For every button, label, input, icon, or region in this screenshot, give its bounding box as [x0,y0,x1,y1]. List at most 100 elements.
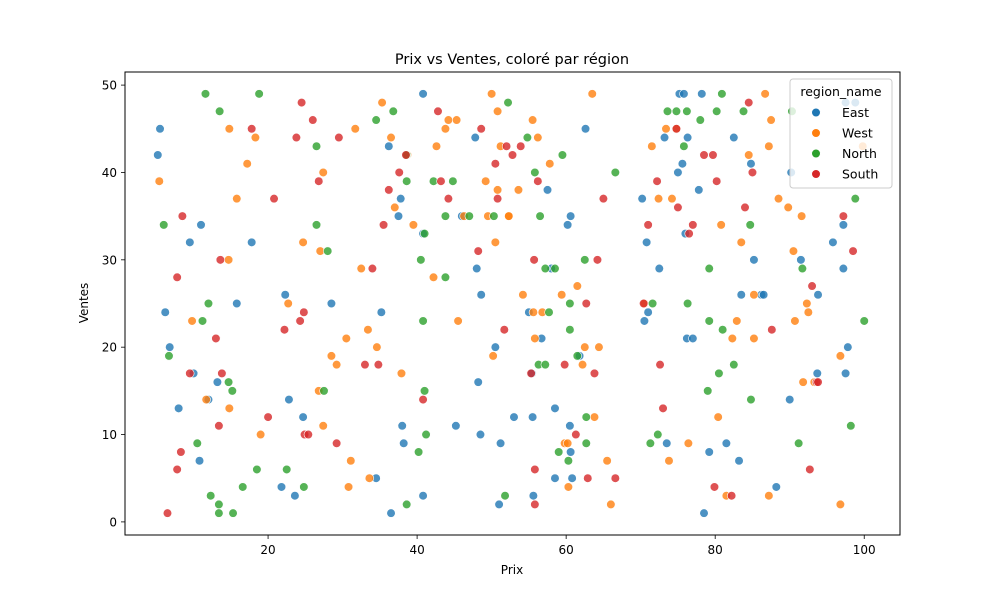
point-east [721,438,731,448]
point-west [187,316,197,326]
point-south [671,124,682,134]
point-east [677,159,688,169]
point-west [563,482,573,492]
point-west [232,194,242,204]
point-east [475,429,486,440]
point-west [716,220,726,230]
point-west [580,342,590,352]
point-west [224,403,234,413]
x-tick-label: 20 [260,543,275,557]
point-north [440,272,451,282]
point-north [544,307,554,317]
point-north [254,89,264,99]
point-north [214,499,224,510]
point-north [797,263,807,274]
point-east [565,421,575,431]
point-east [840,368,851,378]
point-north [215,106,225,116]
legend-marker [811,148,821,159]
point-south [507,150,518,160]
point-west [589,412,600,422]
point-west [667,194,677,204]
point-east [838,220,848,230]
point-north [464,211,474,221]
point-south [747,167,758,178]
point-north [164,351,174,361]
point-east [749,255,759,265]
legend-items: East West North South [811,105,878,182]
point-west [428,272,439,282]
point-west [201,394,211,405]
point-south [162,508,173,518]
point-north [565,325,575,335]
point-south [533,176,543,186]
point-north [323,246,333,256]
point-north [662,106,673,116]
point-north [159,220,169,230]
point-west [727,333,737,344]
point-north [846,421,856,431]
point-east [476,290,486,300]
point-east [160,307,170,317]
point-east [490,342,500,352]
point-south [712,176,722,186]
point-north [197,316,208,326]
point-north [421,429,431,440]
series-south [162,97,858,518]
point-south [673,202,683,213]
point-east [637,194,647,204]
point-east [185,237,195,247]
point-west [528,307,538,317]
point-east [470,132,480,143]
legend-label: East [842,105,869,120]
y-tick-label: 20 [102,341,117,355]
point-south [217,368,227,378]
point-east [376,307,386,317]
point-east [290,491,300,501]
point-north [718,325,728,335]
legend-label: South [842,167,878,182]
point-east [759,290,769,300]
point-east [828,237,838,247]
point-west [350,124,360,134]
point-west [764,141,774,151]
plot-frame [124,71,901,536]
point-east [542,185,553,195]
point-north [581,438,591,448]
point-north [647,298,658,309]
point-north [610,167,620,178]
point-south [291,132,301,143]
point-east [165,342,175,352]
point-west [790,316,800,326]
series-north [159,89,869,518]
point-east [813,290,823,300]
point-north [311,220,322,230]
point-west [835,351,845,361]
point-west [493,185,503,195]
point-north [371,115,381,125]
point-north [402,499,412,510]
point-south [384,185,394,195]
point-south [699,150,709,160]
point-south [684,229,694,239]
point-south [709,482,720,492]
legend-label: West [842,126,873,141]
point-west [647,141,657,151]
point-east [771,482,781,492]
point-east [838,263,848,274]
point-east [509,412,519,422]
point-south [658,403,668,413]
legend-item-west: West [811,126,873,141]
legend-marker [811,107,821,118]
point-east [418,89,428,99]
point-north [402,176,412,186]
point-north [540,360,550,370]
point-west [453,316,463,326]
point-west [783,202,793,213]
point-south [401,150,411,160]
y-tick-label: 40 [102,166,117,180]
point-east [643,307,653,317]
point-east [194,456,205,466]
point-west [798,377,808,387]
point-south [516,141,526,151]
